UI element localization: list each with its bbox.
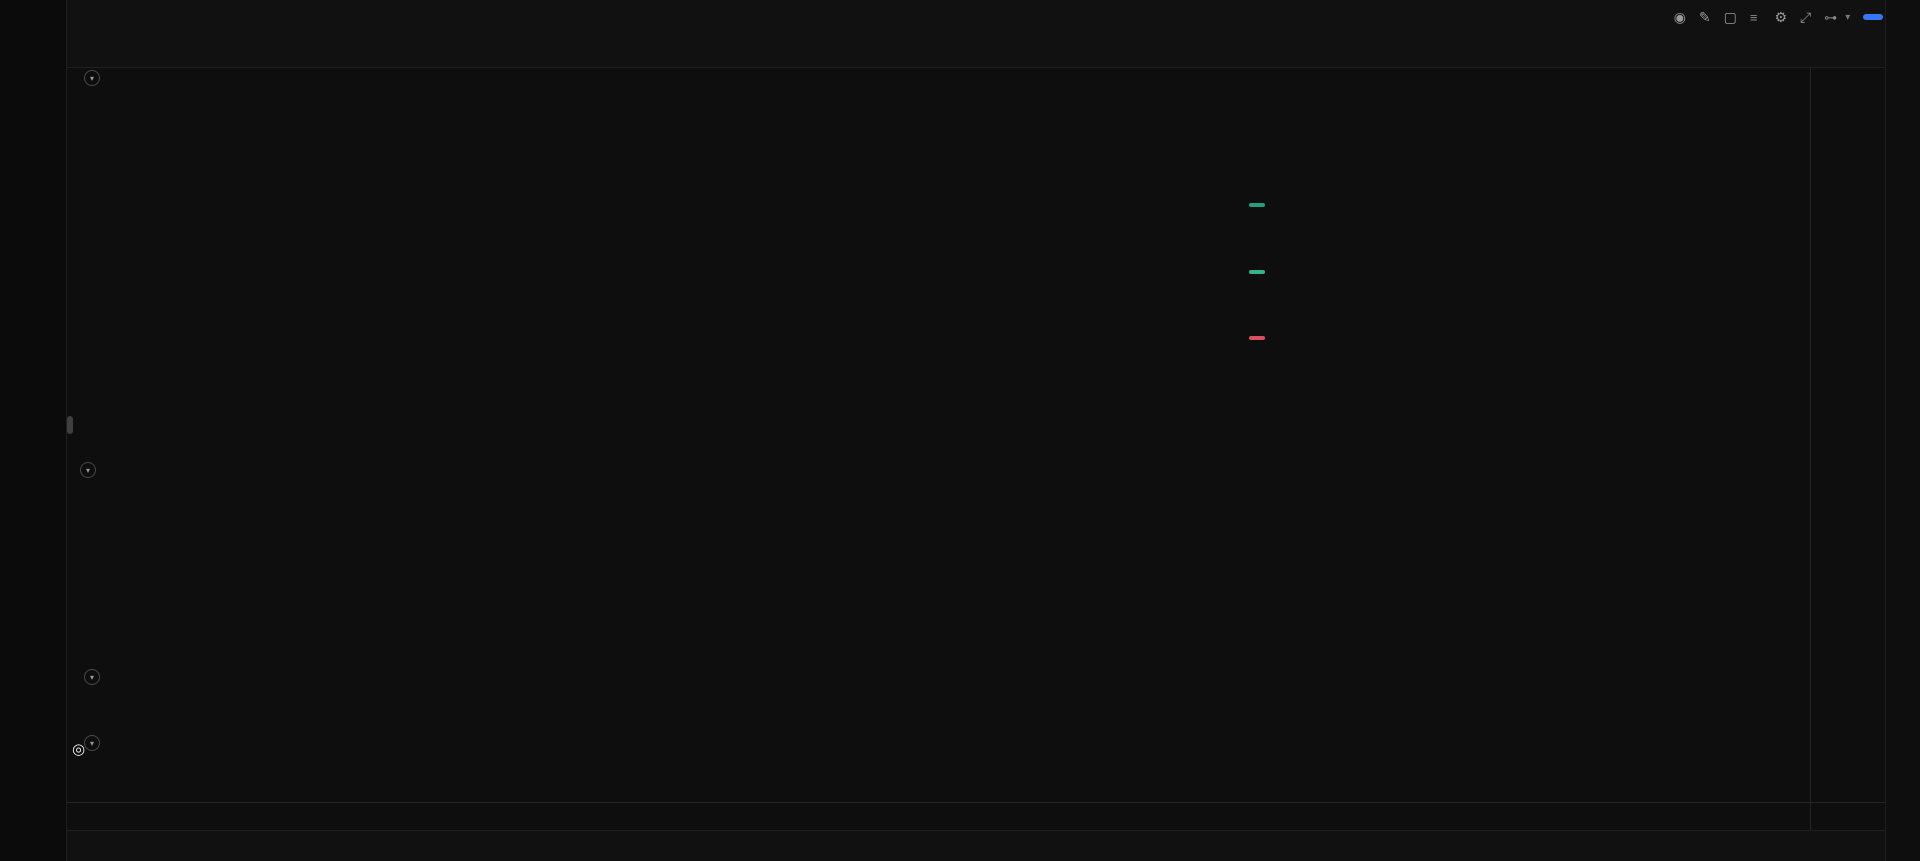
bottom-toolbar bbox=[67, 830, 1886, 861]
top-toolbar-right: ◉ ✎ ▢ ≡ ⚙ ⤢ ⊶ ▾ ↗ bbox=[1661, 9, 1920, 26]
collapse-rsi-icon[interactable]: ▾ bbox=[84, 735, 100, 751]
axis-divider bbox=[1810, 67, 1811, 830]
symbol-info-bar: ▾ bbox=[84, 70, 216, 86]
panel-resize-handle[interactable] bbox=[67, 416, 73, 434]
compare-window-icon[interactable]: ▢ bbox=[1723, 8, 1737, 25]
layout-menu[interactable]: ⊶ ▾ bbox=[1824, 11, 1850, 24]
top-toolbar-left bbox=[67, 0, 75, 34]
date-axis-divider bbox=[67, 802, 1886, 803]
rsi-header: ▾ bbox=[84, 735, 124, 751]
watermark: ◎ bbox=[72, 740, 90, 758]
display-icon: ≡ bbox=[1749, 9, 1758, 25]
collapse-macd-icon[interactable]: ▾ bbox=[84, 669, 100, 685]
link-icon: ⊶ bbox=[1824, 9, 1838, 25]
drawing-toolbar bbox=[67, 34, 1920, 68]
entry-label[interactable] bbox=[1249, 270, 1265, 274]
macd-header: ▾ bbox=[84, 669, 132, 685]
edit-icon[interactable]: ✎ bbox=[1698, 8, 1711, 25]
display-menu[interactable]: ≡ bbox=[1750, 11, 1762, 24]
ai-analysis-button[interactable] bbox=[1863, 14, 1884, 20]
camera-icon[interactable]: ◉ bbox=[1673, 8, 1686, 25]
fullscreen-icon[interactable]: ⤢ bbox=[1800, 8, 1812, 25]
collapse-main-icon[interactable]: ▾ bbox=[84, 70, 100, 86]
right-sidebar bbox=[1885, 0, 1920, 861]
collapse-volume-icon[interactable]: ▾ bbox=[80, 462, 96, 478]
left-sidebar bbox=[0, 0, 67, 861]
chevron-down-icon: ▾ bbox=[1845, 11, 1851, 23]
settings-gear-icon[interactable]: ⚙ bbox=[1774, 8, 1788, 25]
aicoin-logo-icon: ◎ bbox=[72, 741, 86, 758]
top-toolbar: ◉ ✎ ▢ ≡ ⚙ ⤢ ⊶ ▾ ↗ bbox=[67, 0, 1920, 35]
stop-loss-label[interactable] bbox=[1249, 336, 1265, 340]
take-profit-label[interactable] bbox=[1249, 203, 1265, 207]
